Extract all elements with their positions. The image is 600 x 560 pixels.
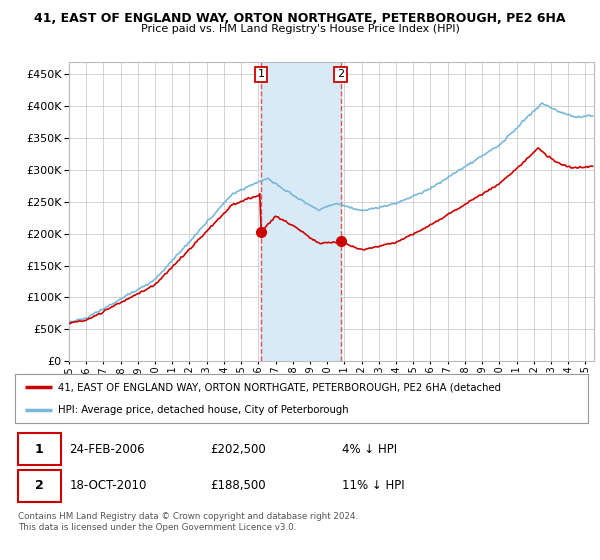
Text: 1: 1 — [35, 442, 44, 456]
Text: 41, EAST OF ENGLAND WAY, ORTON NORTHGATE, PETERBOROUGH, PE2 6HA (detached: 41, EAST OF ENGLAND WAY, ORTON NORTHGATE… — [58, 382, 501, 393]
FancyBboxPatch shape — [18, 433, 61, 465]
Text: Price paid vs. HM Land Registry's House Price Index (HPI): Price paid vs. HM Land Registry's House … — [140, 24, 460, 34]
Text: 41, EAST OF ENGLAND WAY, ORTON NORTHGATE, PETERBOROUGH, PE2 6HA: 41, EAST OF ENGLAND WAY, ORTON NORTHGATE… — [34, 12, 566, 25]
Text: £202,500: £202,500 — [210, 442, 266, 456]
Text: 1: 1 — [257, 69, 265, 80]
Text: 2: 2 — [337, 69, 344, 80]
FancyBboxPatch shape — [18, 470, 61, 502]
Text: Contains HM Land Registry data © Crown copyright and database right 2024.
This d: Contains HM Land Registry data © Crown c… — [18, 512, 358, 532]
Bar — [261, 62, 341, 361]
Text: 24-FEB-2006: 24-FEB-2006 — [70, 442, 145, 456]
Text: 2: 2 — [35, 479, 44, 492]
Text: HPI: Average price, detached house, City of Peterborough: HPI: Average price, detached house, City… — [58, 405, 349, 415]
Text: 18-OCT-2010: 18-OCT-2010 — [70, 479, 147, 492]
Text: £188,500: £188,500 — [210, 479, 265, 492]
Text: 4% ↓ HPI: 4% ↓ HPI — [341, 442, 397, 456]
Text: 11% ↓ HPI: 11% ↓ HPI — [341, 479, 404, 492]
